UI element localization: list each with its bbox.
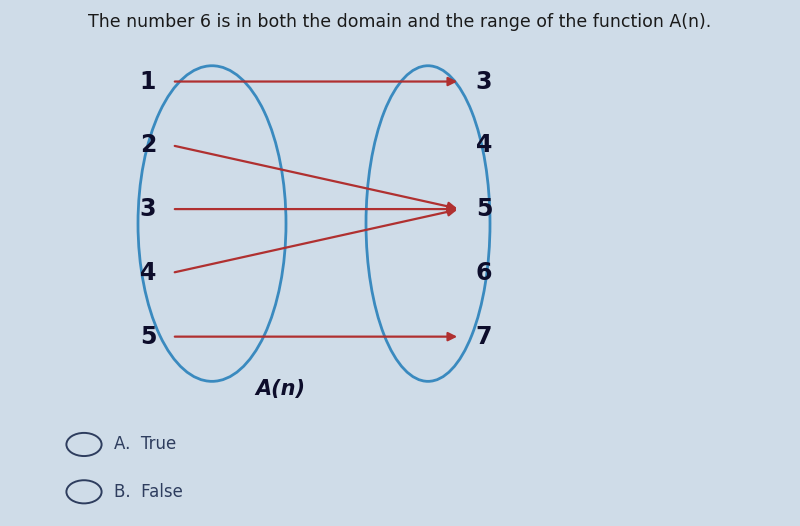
Text: 4: 4: [476, 133, 492, 157]
Text: 2: 2: [140, 133, 156, 157]
Text: 4: 4: [140, 261, 156, 285]
Text: 5: 5: [476, 197, 492, 221]
Text: 5: 5: [140, 325, 156, 349]
Text: 6: 6: [476, 261, 492, 285]
Text: 1: 1: [140, 69, 156, 94]
Text: A.  True: A. True: [114, 436, 176, 453]
Text: A(n): A(n): [255, 379, 305, 399]
Text: 7: 7: [476, 325, 492, 349]
Text: The number 6 is in both the domain and the range of the function A(n).: The number 6 is in both the domain and t…: [88, 13, 712, 31]
Text: B.  False: B. False: [114, 483, 182, 501]
Text: 3: 3: [140, 197, 156, 221]
Text: 3: 3: [476, 69, 492, 94]
